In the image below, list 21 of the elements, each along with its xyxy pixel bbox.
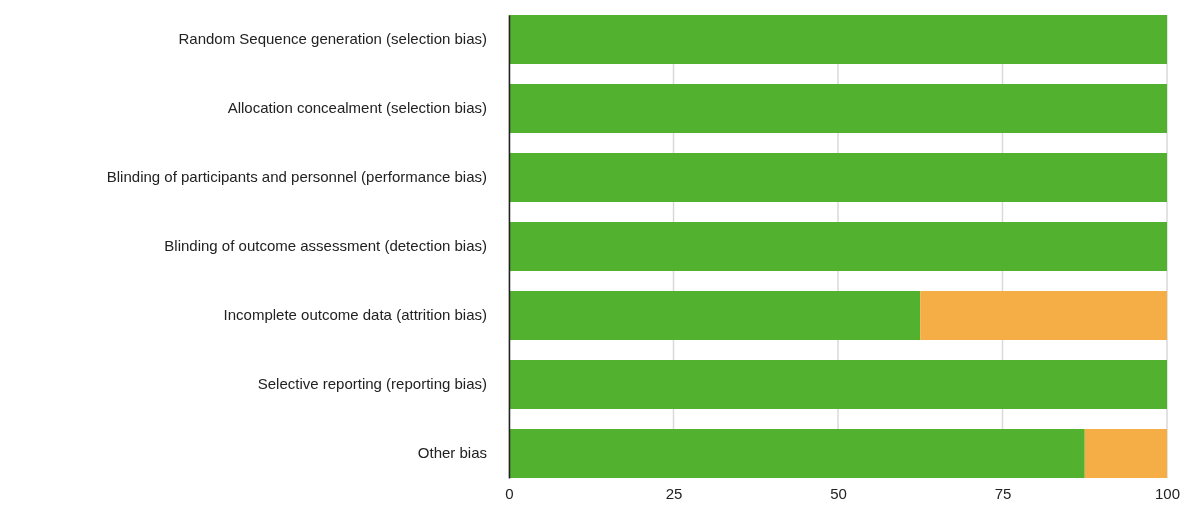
y-tick-label: Selective reporting (reporting bias) xyxy=(257,375,487,393)
bar xyxy=(509,291,921,340)
y-tick-label: Blinding of participants and personnel (performance bias) xyxy=(106,168,487,186)
y-tick-label: Incomplete outcome data (attrition bias) xyxy=(223,306,487,324)
x-tick-label: 0 xyxy=(505,484,514,502)
bar xyxy=(509,222,1167,271)
bar xyxy=(920,291,1167,340)
bar xyxy=(509,153,1167,202)
x-tick-label: 75 xyxy=(994,484,1012,502)
x-tick-label: 50 xyxy=(830,484,847,502)
bar xyxy=(509,84,1167,133)
y-tick-label: Other bias xyxy=(417,444,487,462)
x-tick-label: 100 xyxy=(1154,484,1181,502)
bar xyxy=(1084,429,1167,478)
x-tick-label: 25 xyxy=(665,484,683,502)
y-tick-label: Random Sequence generation (selection bias) xyxy=(178,30,487,48)
y-tick-label: Allocation concealment (selection bias) xyxy=(227,99,487,117)
bar xyxy=(509,15,1167,64)
bar xyxy=(509,360,1167,409)
y-tick-label: Blinding of outcome assessment (detection bias) xyxy=(164,237,487,255)
bar xyxy=(509,429,1085,478)
